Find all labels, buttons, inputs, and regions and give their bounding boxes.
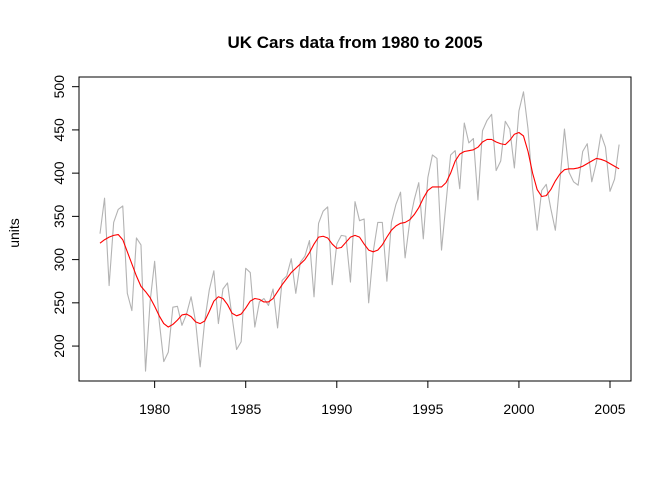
chart-title: UK Cars data from 1980 to 2005 — [227, 33, 482, 52]
y-tick-label: 500 — [51, 75, 67, 99]
plot-frame — [78, 76, 632, 382]
y-axis-label: units — [6, 218, 22, 248]
y-tick-label: 350 — [51, 204, 67, 228]
x-tick-label: 2000 — [503, 401, 534, 417]
y-axis: 200 250 300 350 400 450 500 — [51, 75, 80, 358]
y-tick-label: 250 — [51, 291, 67, 315]
x-tick-label: 2005 — [594, 401, 625, 417]
x-axis: 1980 1985 1990 1995 2000 2005 — [139, 380, 626, 417]
y-tick-label: 200 — [51, 334, 67, 358]
x-tick-label: 1980 — [139, 401, 170, 417]
y-tick-label: 450 — [51, 118, 67, 142]
series-layer — [99, 91, 620, 372]
y-tick-label: 400 — [51, 161, 67, 185]
x-tick-label: 1995 — [412, 401, 443, 417]
series-line-raw — [99, 91, 620, 372]
y-tick-label: 300 — [51, 248, 67, 272]
x-tick-label: 1990 — [321, 401, 352, 417]
series-line-smoothed — [99, 131, 620, 328]
x-tick-label: 1985 — [230, 401, 261, 417]
